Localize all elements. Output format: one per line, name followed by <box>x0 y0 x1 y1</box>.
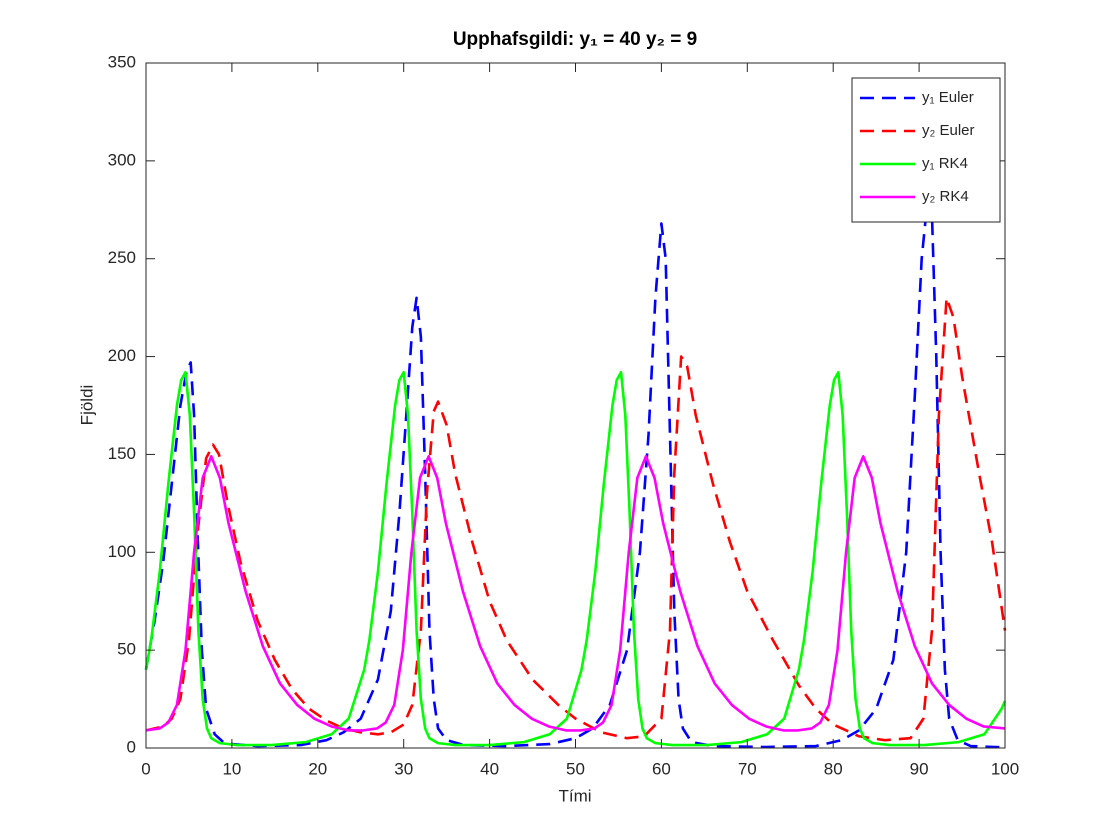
x-axis-label: Tími <box>558 786 591 805</box>
y-tick-label: 350 <box>108 52 136 71</box>
legend-label: y₁ Euler <box>922 89 974 106</box>
legend-label: y₂ Euler <box>922 122 975 139</box>
y-tick-label: 50 <box>117 640 136 659</box>
y-tick-label: 0 <box>127 737 136 756</box>
legend: y₁ Euler y₂ Euler y₁ RK4 y₂ RK4 <box>851 77 1001 223</box>
series-line <box>144 370 1007 747</box>
series-line <box>144 214 1006 749</box>
x-tick-label: 10 <box>222 759 241 778</box>
series-line <box>145 455 1006 732</box>
y-tick-label: 250 <box>108 248 136 267</box>
legend-label: y₂ RK4 <box>922 188 969 205</box>
x-tick-label: 30 <box>394 759 413 778</box>
x-tick-label: 0 <box>141 759 150 778</box>
legend-label: y₁ RK4 <box>922 155 968 172</box>
x-tick-label: 60 <box>652 759 671 778</box>
y-tick-label: 300 <box>108 150 136 169</box>
y-tick-label: 100 <box>108 542 136 561</box>
x-tick-label: 50 <box>566 759 585 778</box>
x-tick-label: 80 <box>824 759 843 778</box>
y-tick-label: 150 <box>108 444 136 463</box>
x-tick-label: 90 <box>910 759 929 778</box>
x-tick-label: 40 <box>480 759 499 778</box>
x-tick-label: 20 <box>308 759 327 778</box>
y-axis-label: Fjöldi <box>77 385 96 426</box>
series-line <box>145 296 1007 742</box>
x-tick-label: 100 <box>991 759 1019 778</box>
chart-title: Upphafsgildi: y₁ = 40 y₂ = 9 <box>453 29 697 50</box>
x-tick-label: 70 <box>738 759 757 778</box>
y-tick-label: 200 <box>108 346 136 365</box>
